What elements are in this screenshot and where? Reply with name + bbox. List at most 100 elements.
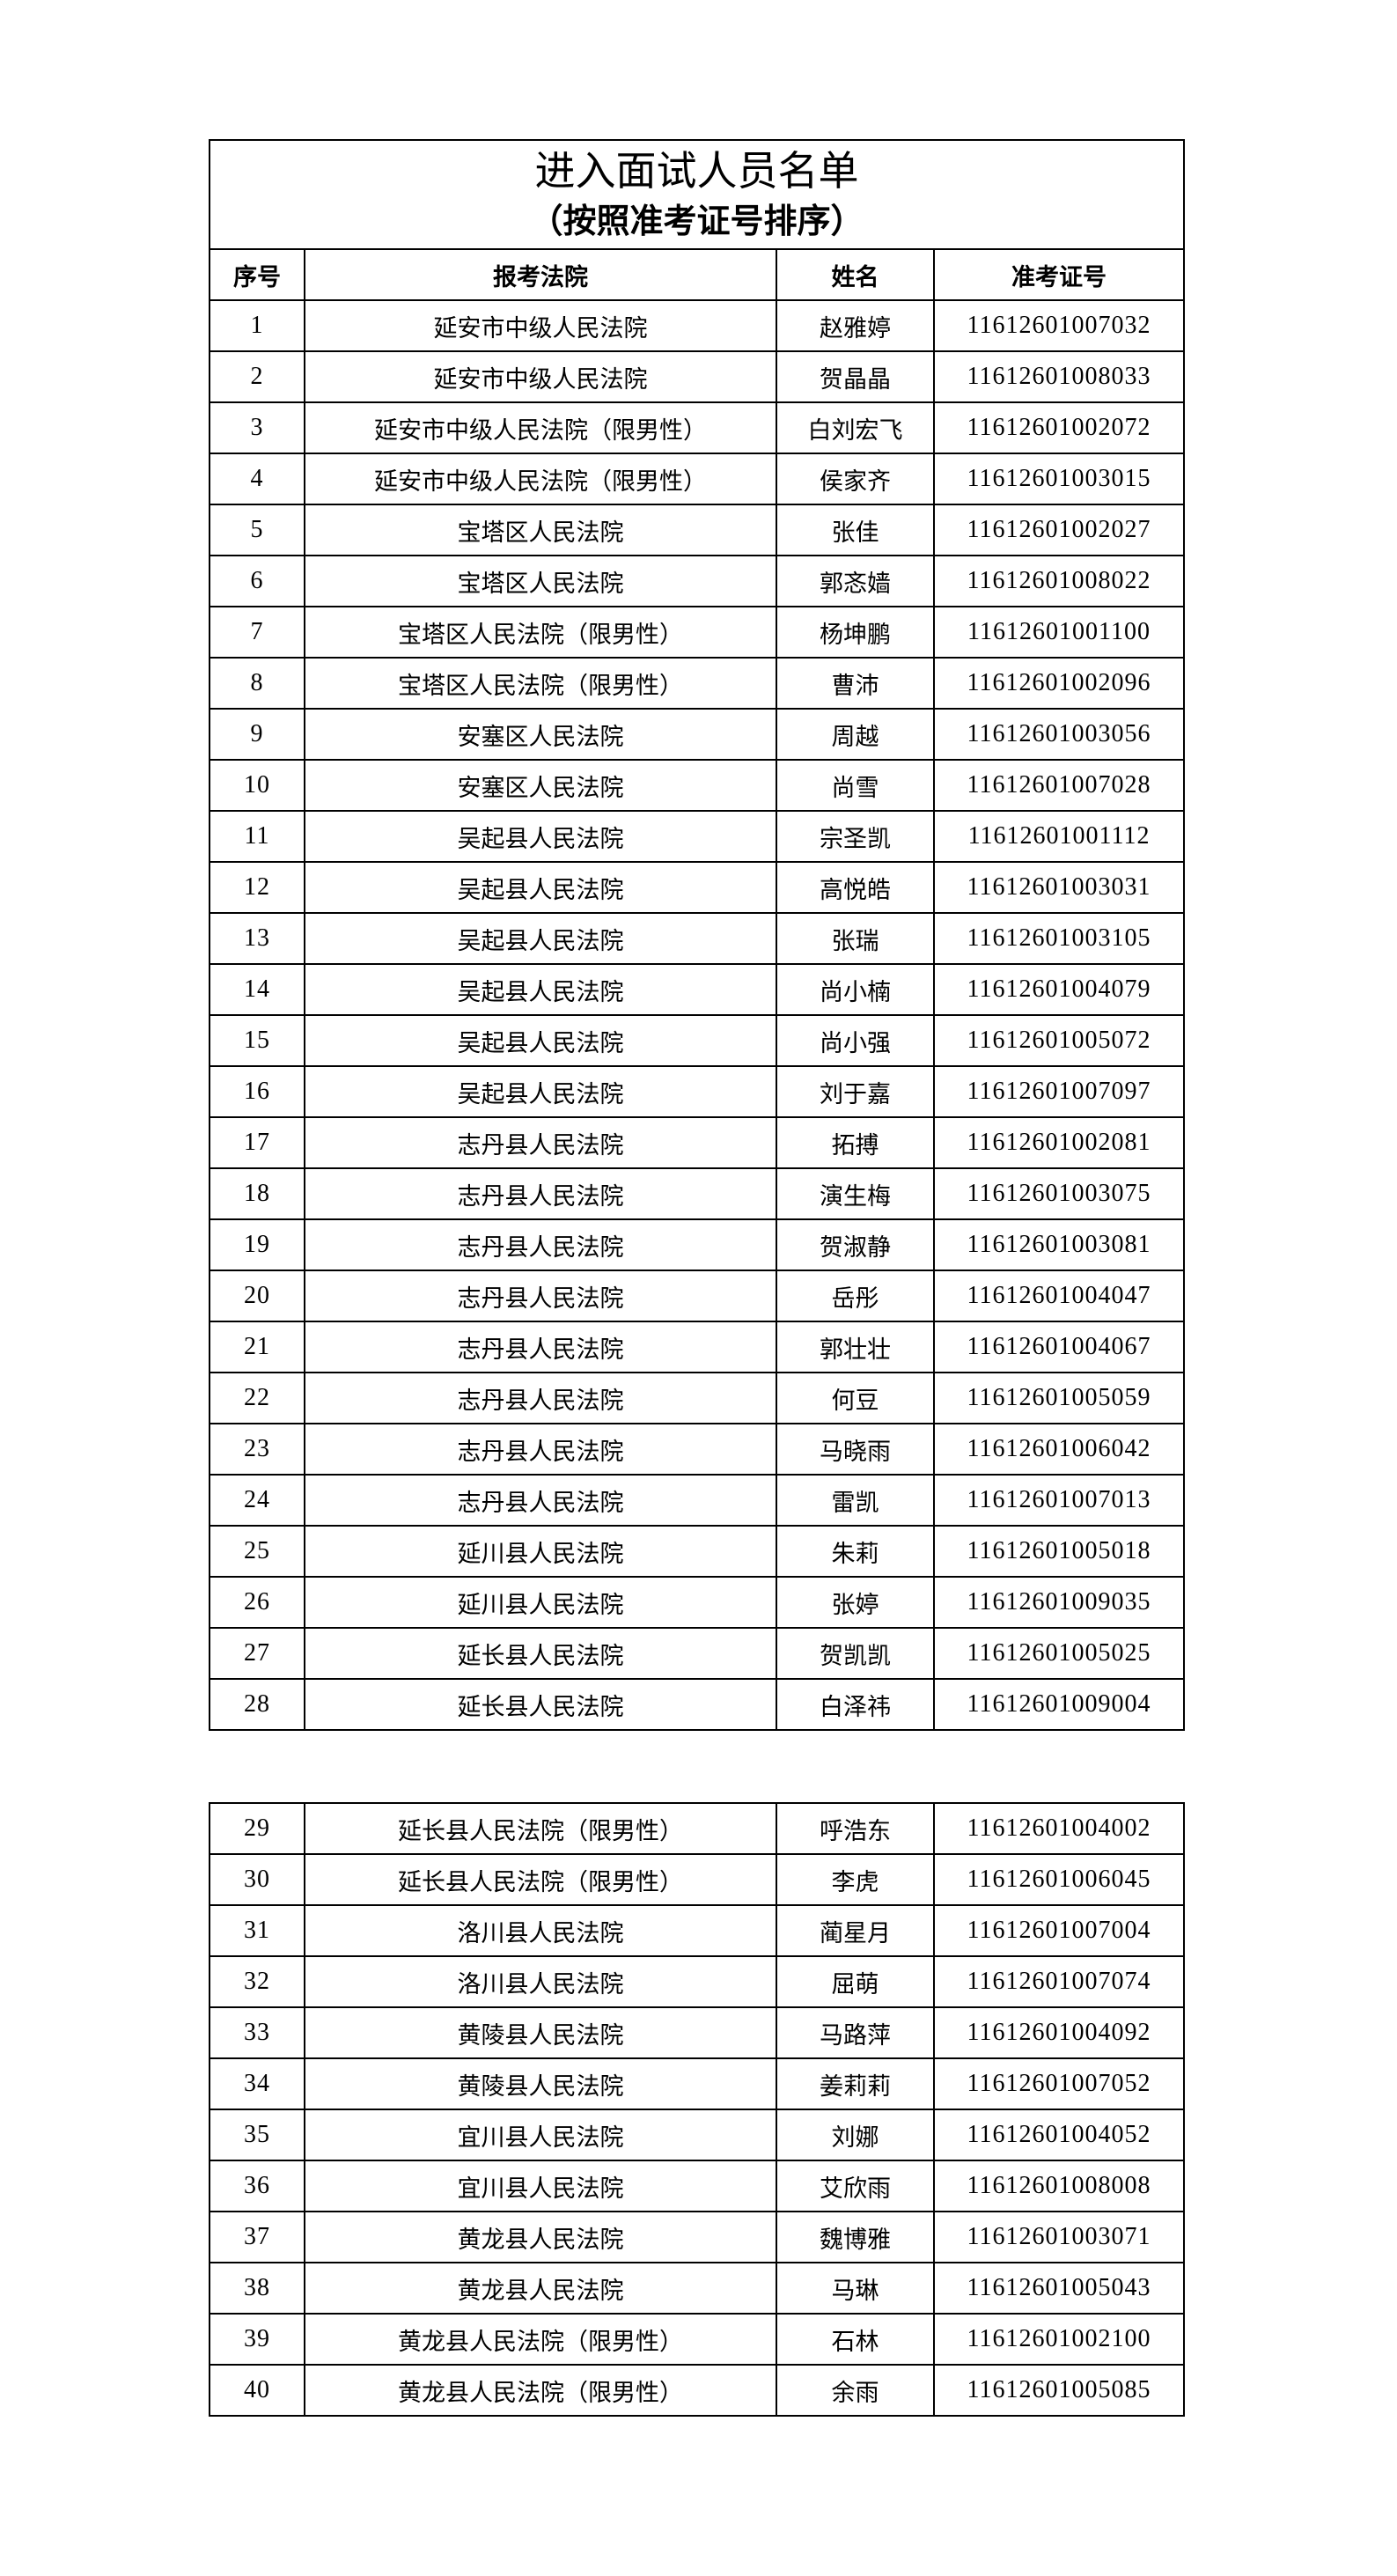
title-row: 进入面试人员名单 （按照准考证号排序） (208, 139, 1186, 250)
table-row: 29 延长县人民法院（限男性） 呼浩东 11612601004002 (209, 1802, 1185, 1855)
cell-index: 37 (209, 2211, 305, 2263)
cell-name: 白泽祎 (776, 1678, 935, 1731)
cell-name: 贺凯凯 (776, 1627, 935, 1680)
cell-exam-id: 11612601005072 (932, 1014, 1186, 1067)
cell-exam-id: 11612601008008 (933, 2160, 1185, 2212)
table-row: 6 宝塔区人民法院 郭忞嫱 11612601008022 (209, 555, 1186, 607)
cell-court: 延安市中级人民法院 (304, 350, 777, 403)
cell-name: 杨坤鹏 (776, 606, 935, 659)
cell-court: 黄陵县人民法院 (304, 2057, 777, 2110)
cell-court: 安塞区人民法院 (304, 708, 777, 761)
cell-court: 吴起县人民法院 (304, 1065, 777, 1118)
cell-name: 屈萌 (776, 1955, 935, 2008)
cell-court: 延川县人民法院 (304, 1525, 777, 1578)
cell-court: 延长县人民法院（限男性） (304, 1853, 777, 1906)
cell-exam-id: 11612601004002 (933, 1802, 1185, 1855)
table-row: 21 志丹县人民法院 郭壮壮 11612601004067 (209, 1321, 1186, 1373)
cell-exam-id: 11612601004092 (933, 2006, 1185, 2059)
cell-exam-id: 11612601002096 (932, 657, 1186, 710)
cell-name: 刘于嘉 (776, 1065, 935, 1118)
cell-index: 29 (209, 1802, 305, 1855)
table-row: 25 延川县人民法院 朱莉 11612601005018 (209, 1525, 1186, 1578)
cell-index: 32 (209, 1955, 305, 2008)
cell-court: 志丹县人民法院 (304, 1423, 777, 1476)
cell-index: 28 (209, 1678, 305, 1731)
document-title: 进入面试人员名单 (534, 147, 859, 195)
table-row: 15 吴起县人民法院 尚小强 11612601005072 (209, 1014, 1186, 1067)
cell-exam-id: 11612601004047 (932, 1270, 1186, 1322)
cell-index: 2 (209, 350, 305, 403)
cell-exam-id: 11612601005018 (932, 1525, 1186, 1578)
cell-court: 安塞区人民法院 (304, 759, 777, 812)
document-subtitle: （按照准考证号排序） (529, 201, 864, 240)
cell-court: 吴起县人民法院 (304, 810, 777, 863)
cell-name: 白刘宏飞 (776, 401, 935, 454)
cell-court: 吴起县人民法院 (304, 861, 777, 914)
cell-name: 艾欣雨 (776, 2160, 935, 2212)
cell-court: 志丹县人民法院 (304, 1474, 777, 1527)
candidate-table-page-1: 进入面试人员名单 （按照准考证号排序） 序号 报考法院 姓名 准考证号 1 延安市… (208, 139, 1186, 1731)
cell-court: 志丹县人民法院 (304, 1167, 777, 1220)
cell-name: 朱莉 (776, 1525, 935, 1578)
cell-court: 延安市中级人民法院 (304, 299, 777, 352)
cell-exam-id: 11612601009035 (932, 1576, 1186, 1629)
cell-exam-id: 11612601002081 (932, 1116, 1186, 1169)
table-row: 36 宜川县人民法院 艾欣雨 11612601008008 (209, 2160, 1185, 2212)
cell-court: 宝塔区人民法院（限男性） (304, 606, 777, 659)
cell-court: 延安市中级人民法院（限男性） (304, 453, 777, 505)
cell-exam-id: 11612601007052 (933, 2057, 1185, 2110)
header-row: 序号 报考法院 姓名 准考证号 (209, 248, 1186, 301)
cell-index: 34 (209, 2057, 305, 2110)
table-row: 11 吴起县人民法院 宗圣凯 11612601001112 (209, 810, 1186, 863)
cell-exam-id: 11612601003075 (932, 1167, 1186, 1220)
cell-index: 35 (209, 2109, 305, 2161)
cell-index: 33 (209, 2006, 305, 2059)
cell-court: 延川县人民法院 (304, 1576, 777, 1629)
table-row: 32 洛川县人民法院 屈萌 11612601007074 (209, 1955, 1185, 2008)
cell-court: 志丹县人民法院 (304, 1321, 777, 1373)
cell-name: 贺淑静 (776, 1218, 935, 1271)
cell-index: 25 (209, 1525, 305, 1578)
cell-name: 尚小强 (776, 1014, 935, 1067)
cell-name: 马晓雨 (776, 1423, 935, 1476)
cell-name: 姜莉莉 (776, 2057, 935, 2110)
cell-index: 36 (209, 2160, 305, 2212)
cell-name: 高悦皓 (776, 861, 935, 914)
cell-index: 11 (209, 810, 305, 863)
cell-name: 郭忞嫱 (776, 555, 935, 607)
cell-court: 志丹县人民法院 (304, 1116, 777, 1169)
cell-exam-id: 11612601003071 (933, 2211, 1185, 2263)
table-row: 4 延安市中级人民法院（限男性） 侯家齐 11612601003015 (209, 453, 1186, 505)
table-row: 24 志丹县人民法院 雷凯 11612601007013 (209, 1474, 1186, 1527)
table-row: 31 洛川县人民法院 蔺星月 11612601007004 (209, 1904, 1185, 1957)
table-row: 2 延安市中级人民法院 贺晶晶 11612601008033 (209, 350, 1186, 403)
cell-name: 拓搏 (776, 1116, 935, 1169)
cell-court: 延长县人民法院（限男性） (304, 1802, 777, 1855)
table-row: 10 安塞区人民法院 尚雪 11612601007028 (209, 759, 1186, 812)
cell-court: 黄龙县人民法院 (304, 2262, 777, 2315)
cell-exam-id: 11612601007074 (933, 1955, 1185, 2008)
table-row: 13 吴起县人民法院 张瑞 11612601003105 (209, 912, 1186, 965)
cell-name: 魏博雅 (776, 2211, 935, 2263)
cell-name: 刘娜 (776, 2109, 935, 2161)
cell-exam-id: 11612601004079 (932, 963, 1186, 1016)
cell-name: 赵雅婷 (776, 299, 935, 352)
cell-index: 38 (209, 2262, 305, 2315)
table-row: 19 志丹县人民法院 贺淑静 11612601003081 (209, 1218, 1186, 1271)
cell-court: 洛川县人民法院 (304, 1955, 777, 2008)
cell-index: 23 (209, 1423, 305, 1476)
table-row: 14 吴起县人民法院 尚小楠 11612601004079 (209, 963, 1186, 1016)
cell-index: 39 (209, 2313, 305, 2366)
table-row: 16 吴起县人民法院 刘于嘉 11612601007097 (209, 1065, 1186, 1118)
cell-name: 周越 (776, 708, 935, 761)
table-row: 5 宝塔区人民法院 张佳 11612601002027 (209, 504, 1186, 556)
cell-index: 10 (209, 759, 305, 812)
cell-court: 黄龙县人民法院（限男性） (304, 2313, 777, 2366)
cell-court: 吴起县人民法院 (304, 1014, 777, 1067)
cell-exam-id: 11612601006045 (933, 1853, 1185, 1906)
cell-index: 3 (209, 401, 305, 454)
cell-index: 31 (209, 1904, 305, 1957)
cell-exam-id: 11612601007032 (932, 299, 1186, 352)
table-row: 35 宜川县人民法院 刘娜 11612601004052 (209, 2109, 1185, 2161)
candidate-table-page-2: 29 延长县人民法院（限男性） 呼浩东 11612601004002 30 延长县人民法院… (209, 1802, 1185, 2417)
